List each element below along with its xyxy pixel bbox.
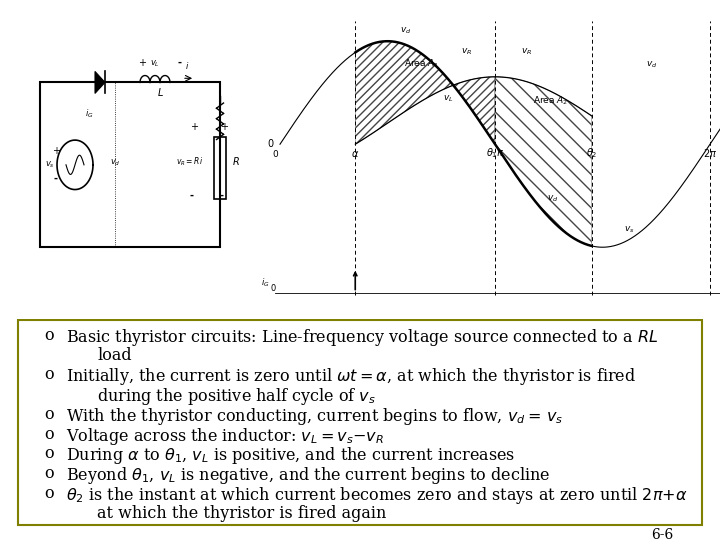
Text: $i_G$: $i_G$ <box>85 108 94 120</box>
Text: $v_R$: $v_R$ <box>521 46 532 57</box>
Text: -: - <box>54 173 58 184</box>
Text: $\theta_2$ is the instant at which current becomes zero and stays at zero until : $\theta_2$ is the instant at which curre… <box>66 485 688 506</box>
Text: $\theta_2$: $\theta_2$ <box>586 146 598 160</box>
Text: Initially, the current is zero until $\omega t{=}\alpha$, at which the thyristor: Initially, the current is zero until $\o… <box>66 367 636 387</box>
Text: $v_d$: $v_d$ <box>109 158 120 168</box>
Text: +: + <box>220 123 228 132</box>
Text: L: L <box>157 88 163 98</box>
Polygon shape <box>95 71 105 93</box>
Text: -: - <box>220 191 224 201</box>
Text: -: - <box>190 191 194 201</box>
Text: $2\pi$: $2\pi$ <box>703 146 717 159</box>
Text: -: - <box>178 58 182 68</box>
Text: $v_d$: $v_d$ <box>546 194 558 204</box>
Bar <box>214 137 226 199</box>
Text: $v_d$: $v_d$ <box>400 26 412 37</box>
Text: $v_L$: $v_L$ <box>444 94 454 104</box>
Text: o: o <box>44 426 54 443</box>
Text: 6-6: 6-6 <box>652 529 673 540</box>
Text: $R$: $R$ <box>232 155 240 167</box>
Text: o: o <box>44 465 54 482</box>
Text: o: o <box>44 446 54 462</box>
Text: $i_G$: $i_G$ <box>261 276 269 289</box>
Text: $v_R{=}Ri$: $v_R{=}Ri$ <box>176 156 204 168</box>
Text: 0: 0 <box>271 284 276 293</box>
Text: $i$: $i$ <box>185 60 189 71</box>
Text: load: load <box>97 347 132 363</box>
Text: $v_R$: $v_R$ <box>461 46 472 57</box>
Text: Beyond $\theta_1$, $v_L$ is negative, and the current begins to decline: Beyond $\theta_1$, $v_L$ is negative, an… <box>66 465 551 486</box>
Text: Voltage across the inductor: $v_L{=}v_s{-}v_R$: Voltage across the inductor: $v_L{=}v_s{… <box>66 426 384 447</box>
Text: $v_d$: $v_d$ <box>646 60 657 70</box>
Text: o: o <box>44 406 54 423</box>
Text: $\alpha$: $\alpha$ <box>351 148 359 159</box>
Text: Basic thyristor circuits: Line-frequency voltage source connected to a $\mathit{: Basic thyristor circuits: Line-frequency… <box>66 327 659 348</box>
Text: +: + <box>52 146 60 156</box>
Text: Area $A_2$: Area $A_2$ <box>534 94 569 106</box>
Text: With the thyristor conducting, current begins to flow, $v_d{=}\,v_s$: With the thyristor conducting, current b… <box>66 406 564 427</box>
Bar <box>40 83 220 247</box>
Text: Area $A_1$: Area $A_1$ <box>404 58 440 70</box>
Text: $v_s$: $v_s$ <box>624 225 634 235</box>
Text: 0: 0 <box>272 150 278 159</box>
Text: +: + <box>190 123 198 132</box>
Text: at which the thyristor is fired again: at which the thyristor is fired again <box>97 505 387 522</box>
Text: o: o <box>44 327 54 344</box>
Text: +: + <box>138 58 146 68</box>
Text: During $\alpha$ to $\theta_1$, $v_L$ is positive, and the current increases: During $\alpha$ to $\theta_1$, $v_L$ is … <box>66 446 516 467</box>
Text: $v_s$: $v_s$ <box>45 159 55 170</box>
Text: 0: 0 <box>267 139 273 149</box>
Text: $v_L$: $v_L$ <box>150 59 160 70</box>
Text: o: o <box>44 367 54 383</box>
Text: $\theta_1 \pi$: $\theta_1 \pi$ <box>486 146 504 160</box>
Text: o: o <box>44 485 54 502</box>
Text: during the positive half cycle of $v_s$: during the positive half cycle of $v_s$ <box>97 386 376 407</box>
